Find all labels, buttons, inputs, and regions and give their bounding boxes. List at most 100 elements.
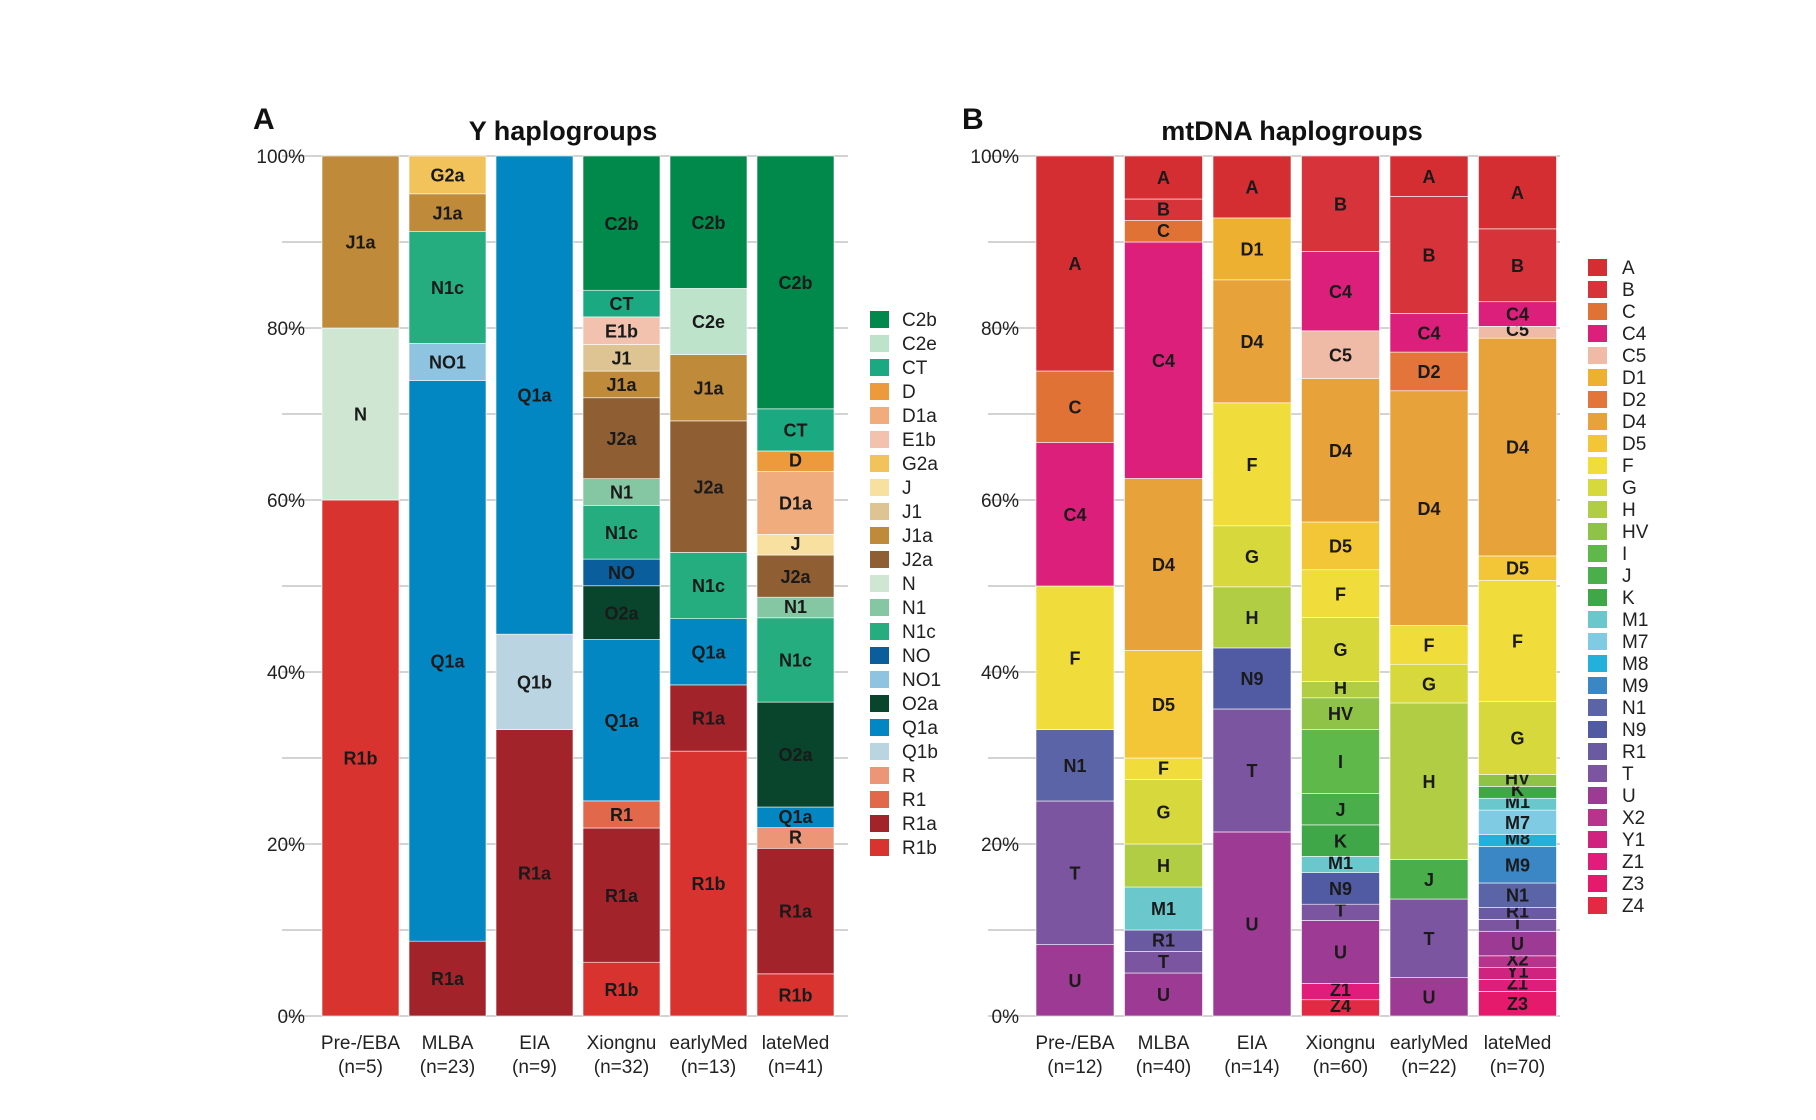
p0-bar-segment-J1a [582, 370, 661, 399]
p1-segment-label: H [1423, 772, 1436, 792]
p0-legend-swatch-N [870, 575, 889, 592]
p1-bar-segment-H [1389, 702, 1469, 860]
p1-segment-label: C4 [1152, 351, 1175, 371]
p1-segment-label: H [1157, 856, 1170, 876]
p1-bar-segment-M9 [1478, 846, 1557, 884]
panel-a-title: Y haplogroups [469, 116, 658, 146]
p1-segment-label: C5 [1329, 345, 1352, 365]
panel-b-letter: B [962, 103, 984, 136]
p0-segment-label: CT [784, 421, 808, 441]
p0-legend-label: R1a [902, 814, 937, 835]
p0-bar-segment-R1b [582, 961, 661, 1017]
p1-legend-label: D5 [1622, 434, 1646, 455]
p0-category-label: EIA [519, 1033, 550, 1054]
p0-segment-label: R1b [778, 986, 812, 1006]
p1-bar-segment-A [1212, 155, 1292, 219]
p1-bar-segment-C4 [1478, 301, 1557, 327]
p0-segment-label: R1 [610, 805, 633, 825]
p1-legend-swatch-G [1588, 479, 1607, 496]
p0-segment-label: R1a [518, 863, 552, 883]
p0-legend-label: N1 [902, 598, 926, 619]
p1-legend-swatch-C4 [1588, 325, 1607, 342]
p0-category-n: (n=9) [512, 1057, 557, 1078]
p0-legend-swatch-J1 [870, 503, 889, 520]
p1-bar-segment-G [1478, 701, 1557, 775]
p0-bar-segment-N1c [408, 231, 487, 344]
p1-bar-segment-B [1301, 155, 1380, 252]
p1-segment-label: F [1158, 758, 1169, 778]
p1-legend-swatch-M9 [1588, 677, 1607, 694]
p0-legend: C2b C2e CT D D1a E1b G2a J J1 J1a J2a N N1 N1c NO NO1 O2… [870, 310, 941, 859]
p0-category-label: MLBA [422, 1033, 474, 1054]
p1-legend-label: HV [1622, 522, 1649, 543]
p0-segment-label: Q1a [691, 642, 726, 662]
p1-legend-label: N1 [1622, 698, 1646, 719]
p1-legend-swatch-B [1588, 281, 1607, 298]
p0-legend-swatch-C2b [870, 311, 889, 328]
p1-bar-segment-C4 [1035, 442, 1115, 587]
p1-segment-label: B [1423, 246, 1436, 266]
p1-segment-label: Z3 [1507, 994, 1528, 1014]
p0-segment-label: R1b [691, 874, 725, 894]
p1-segment-label: HV [1328, 704, 1353, 724]
p0-bar-segment-J1a [321, 155, 400, 329]
p1-bar-segment-U [1301, 920, 1380, 984]
p1-bar-segment-M1 [1124, 886, 1203, 931]
p0-segment-label: O2a [778, 745, 813, 765]
p1-legend-label: X2 [1622, 808, 1645, 829]
p1-y-tick-label: 0% [992, 1007, 1020, 1028]
p0-legend-swatch-Q1b [870, 743, 889, 760]
p1-legend-label: B [1622, 280, 1635, 301]
p0-legend-label: R [902, 766, 916, 787]
p1-bar-segment-D5 [1478, 555, 1557, 581]
p0-legend-label: Q1a [902, 718, 938, 739]
p0-legend-swatch-O2a [870, 695, 889, 712]
p1-segment-label: C [1069, 397, 1082, 417]
p0-segment-label: R [789, 827, 802, 847]
p1-legend-label: M9 [1622, 676, 1648, 697]
p1-legend-swatch-F [1588, 457, 1607, 474]
panel-b-title: mtDNA haplogroups [1161, 116, 1422, 146]
p1-category-n: (n=12) [1047, 1057, 1102, 1078]
p1-legend-swatch-T [1588, 765, 1607, 782]
p0-legend-label: J [902, 478, 912, 499]
p1-segment-label: M9 [1505, 855, 1530, 875]
p0-bar-segment-Q1a [408, 380, 487, 942]
p1-legend-label: I [1622, 544, 1627, 565]
p0-segment-label: Q1a [604, 711, 639, 731]
p1-segment-label: F [1070, 648, 1081, 668]
p1-segment-label: N1 [1063, 756, 1086, 776]
p0-segment-label: J [790, 534, 800, 554]
p1-bar-segment-D4 [1124, 478, 1203, 651]
p1-segment-label: U [1334, 943, 1347, 963]
p1-bar-segment-G [1212, 525, 1292, 588]
p0-legend-label: J1a [902, 526, 933, 547]
p0-legend-label: E1b [902, 430, 936, 451]
p1-legend-label: C [1622, 302, 1636, 323]
p0-category-label: Pre-/EBA [321, 1033, 401, 1054]
p1-segment-label: R1 [1152, 930, 1175, 950]
p1-y-tick-label: 60% [981, 491, 1019, 512]
p1-segment-label: F [1247, 455, 1258, 475]
p1-legend-swatch-I [1588, 545, 1607, 562]
p0-bar-segment-C2b [669, 155, 748, 289]
p1-legend-label: G [1622, 478, 1637, 499]
p0-category-n: (n=32) [594, 1057, 649, 1078]
p1-category-label: earlyMed [1390, 1033, 1468, 1054]
p0-legend-label: C2b [902, 310, 937, 331]
p1-segment-label: D5 [1506, 559, 1529, 579]
p0-legend-label: CT [902, 358, 928, 379]
p0-category-n: (n=41) [768, 1057, 823, 1078]
p0-y-tick-label: 0% [278, 1007, 306, 1028]
p0-legend-label: D [902, 382, 916, 403]
p1-segment-label: Z4 [1330, 996, 1351, 1016]
p1-segment-label: T [1070, 863, 1081, 883]
p1-legend-swatch-Z4 [1588, 897, 1607, 914]
p0-segment-label: J1 [611, 348, 631, 368]
p0-bar-segment-R1b [321, 499, 400, 1017]
p0-legend-label: C2e [902, 334, 937, 355]
p1-segment-label: I [1338, 752, 1343, 772]
p1-segment-label: G [1422, 674, 1436, 694]
p0-segment-label: NO1 [429, 353, 466, 373]
p1-segment-label: D5 [1152, 695, 1175, 715]
